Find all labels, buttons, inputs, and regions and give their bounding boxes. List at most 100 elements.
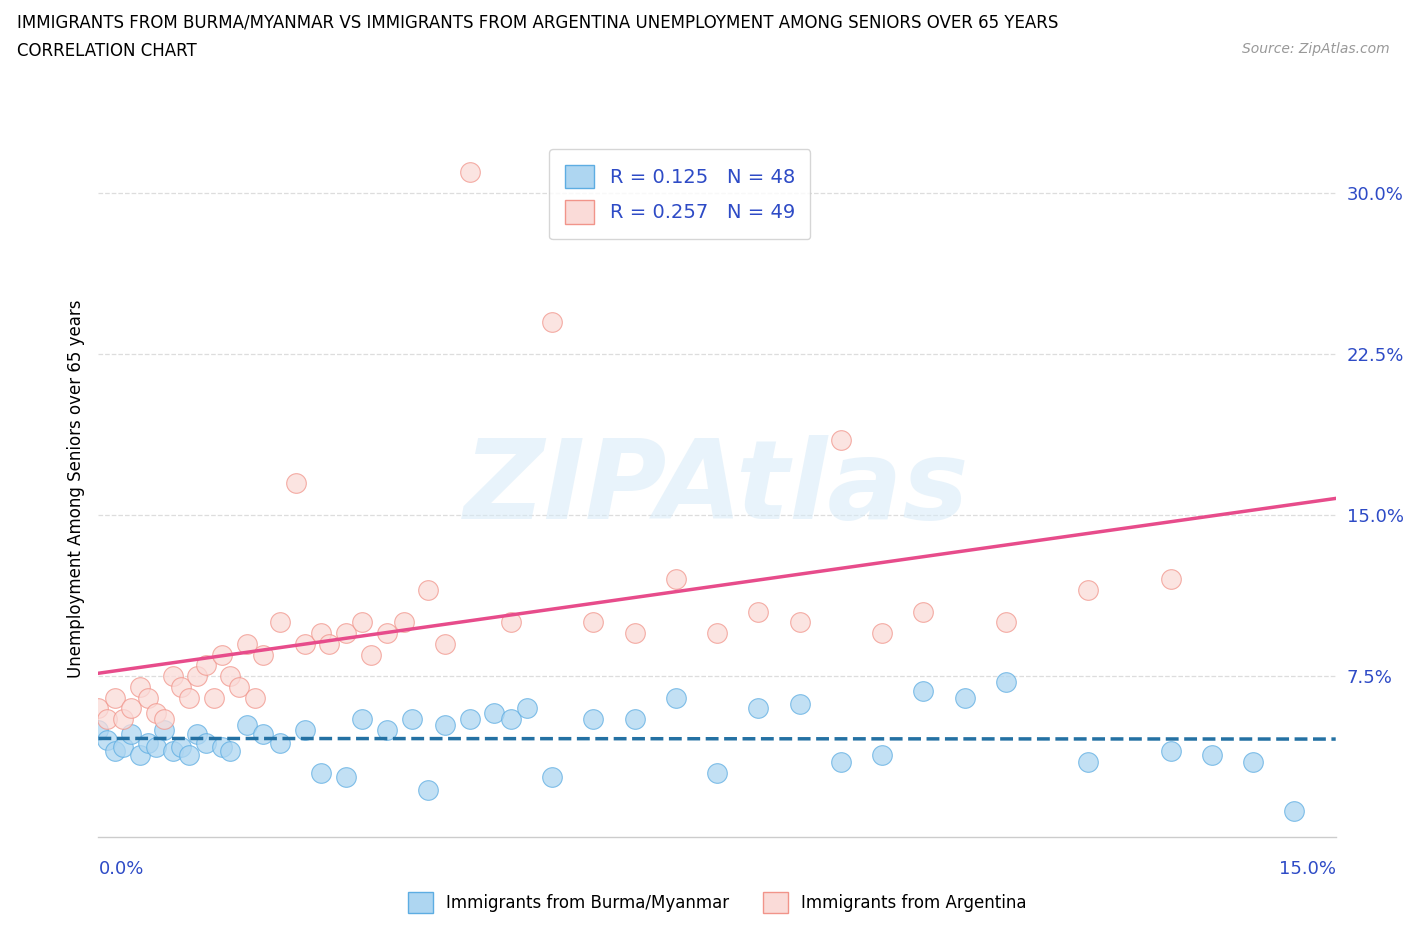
Point xyxy=(1077,754,1099,769)
Point xyxy=(179,690,201,705)
Point xyxy=(623,711,645,726)
Point xyxy=(162,744,184,759)
Point xyxy=(789,697,811,711)
Point xyxy=(96,733,118,748)
Point xyxy=(953,690,976,705)
Y-axis label: Unemployment Among Seniors over 65 years: Unemployment Among Seniors over 65 years xyxy=(66,299,84,677)
Point xyxy=(1241,754,1264,769)
Text: 15.0%: 15.0% xyxy=(1278,860,1336,878)
Point xyxy=(202,690,225,705)
Point xyxy=(228,679,250,694)
Point xyxy=(112,711,135,726)
Point xyxy=(243,690,266,705)
Point xyxy=(136,735,159,750)
Point xyxy=(375,626,398,641)
Point xyxy=(789,615,811,630)
Point xyxy=(120,701,142,716)
Point xyxy=(352,711,374,726)
Point xyxy=(120,726,142,741)
Point xyxy=(870,748,893,763)
Point xyxy=(706,626,728,641)
Point xyxy=(335,626,357,641)
Point xyxy=(186,669,208,684)
Point xyxy=(418,782,440,797)
Point xyxy=(153,711,176,726)
Text: CORRELATION CHART: CORRELATION CHART xyxy=(17,42,197,60)
Point xyxy=(294,636,316,651)
Point xyxy=(1201,748,1223,763)
Point xyxy=(582,711,605,726)
Point xyxy=(145,739,167,754)
Point xyxy=(433,636,456,651)
Point xyxy=(318,636,340,651)
Point xyxy=(458,711,481,726)
Point xyxy=(747,604,769,619)
Point xyxy=(433,718,456,733)
Point xyxy=(252,647,274,662)
Point xyxy=(747,701,769,716)
Point xyxy=(499,711,522,726)
Point xyxy=(153,723,176,737)
Point xyxy=(375,723,398,737)
Point xyxy=(112,739,135,754)
Point xyxy=(96,711,118,726)
Point xyxy=(128,748,150,763)
Point xyxy=(1077,583,1099,598)
Point xyxy=(145,705,167,720)
Point xyxy=(309,626,332,641)
Point xyxy=(541,769,564,784)
Point xyxy=(269,735,291,750)
Point xyxy=(309,765,332,780)
Point xyxy=(994,615,1017,630)
Point xyxy=(194,658,217,672)
Point xyxy=(830,432,852,447)
Point xyxy=(706,765,728,780)
Point xyxy=(912,684,935,698)
Point xyxy=(219,744,242,759)
Point xyxy=(458,165,481,179)
Point xyxy=(285,475,308,490)
Point xyxy=(170,679,193,694)
Point xyxy=(870,626,893,641)
Point xyxy=(186,726,208,741)
Point xyxy=(1284,804,1306,818)
Point xyxy=(582,615,605,630)
Point xyxy=(912,604,935,619)
Point xyxy=(162,669,184,684)
Point xyxy=(392,615,415,630)
Point xyxy=(236,636,259,651)
Point xyxy=(516,701,538,716)
Point xyxy=(360,647,382,662)
Point xyxy=(294,723,316,737)
Point xyxy=(170,739,193,754)
Text: ZIPAtlas: ZIPAtlas xyxy=(464,434,970,542)
Point xyxy=(665,572,688,587)
Point xyxy=(194,735,217,750)
Point xyxy=(236,718,259,733)
Point xyxy=(352,615,374,630)
Point xyxy=(104,744,127,759)
Point xyxy=(136,690,159,705)
Point xyxy=(87,701,110,716)
Point xyxy=(104,690,127,705)
Point xyxy=(211,647,233,662)
Point xyxy=(665,690,688,705)
Point xyxy=(499,615,522,630)
Point xyxy=(1160,572,1182,587)
Text: IMMIGRANTS FROM BURMA/MYANMAR VS IMMIGRANTS FROM ARGENTINA UNEMPLOYMENT AMONG SE: IMMIGRANTS FROM BURMA/MYANMAR VS IMMIGRA… xyxy=(17,14,1059,32)
Point xyxy=(87,723,110,737)
Point xyxy=(401,711,423,726)
Point xyxy=(128,679,150,694)
Point xyxy=(484,705,506,720)
Point xyxy=(211,739,233,754)
Point xyxy=(623,626,645,641)
Point xyxy=(1160,744,1182,759)
Point xyxy=(994,675,1017,690)
Point xyxy=(252,726,274,741)
Point xyxy=(219,669,242,684)
Point xyxy=(179,748,201,763)
Point xyxy=(269,615,291,630)
Legend: Immigrants from Burma/Myanmar, Immigrants from Argentina: Immigrants from Burma/Myanmar, Immigrant… xyxy=(401,885,1033,920)
Point xyxy=(830,754,852,769)
Point xyxy=(335,769,357,784)
